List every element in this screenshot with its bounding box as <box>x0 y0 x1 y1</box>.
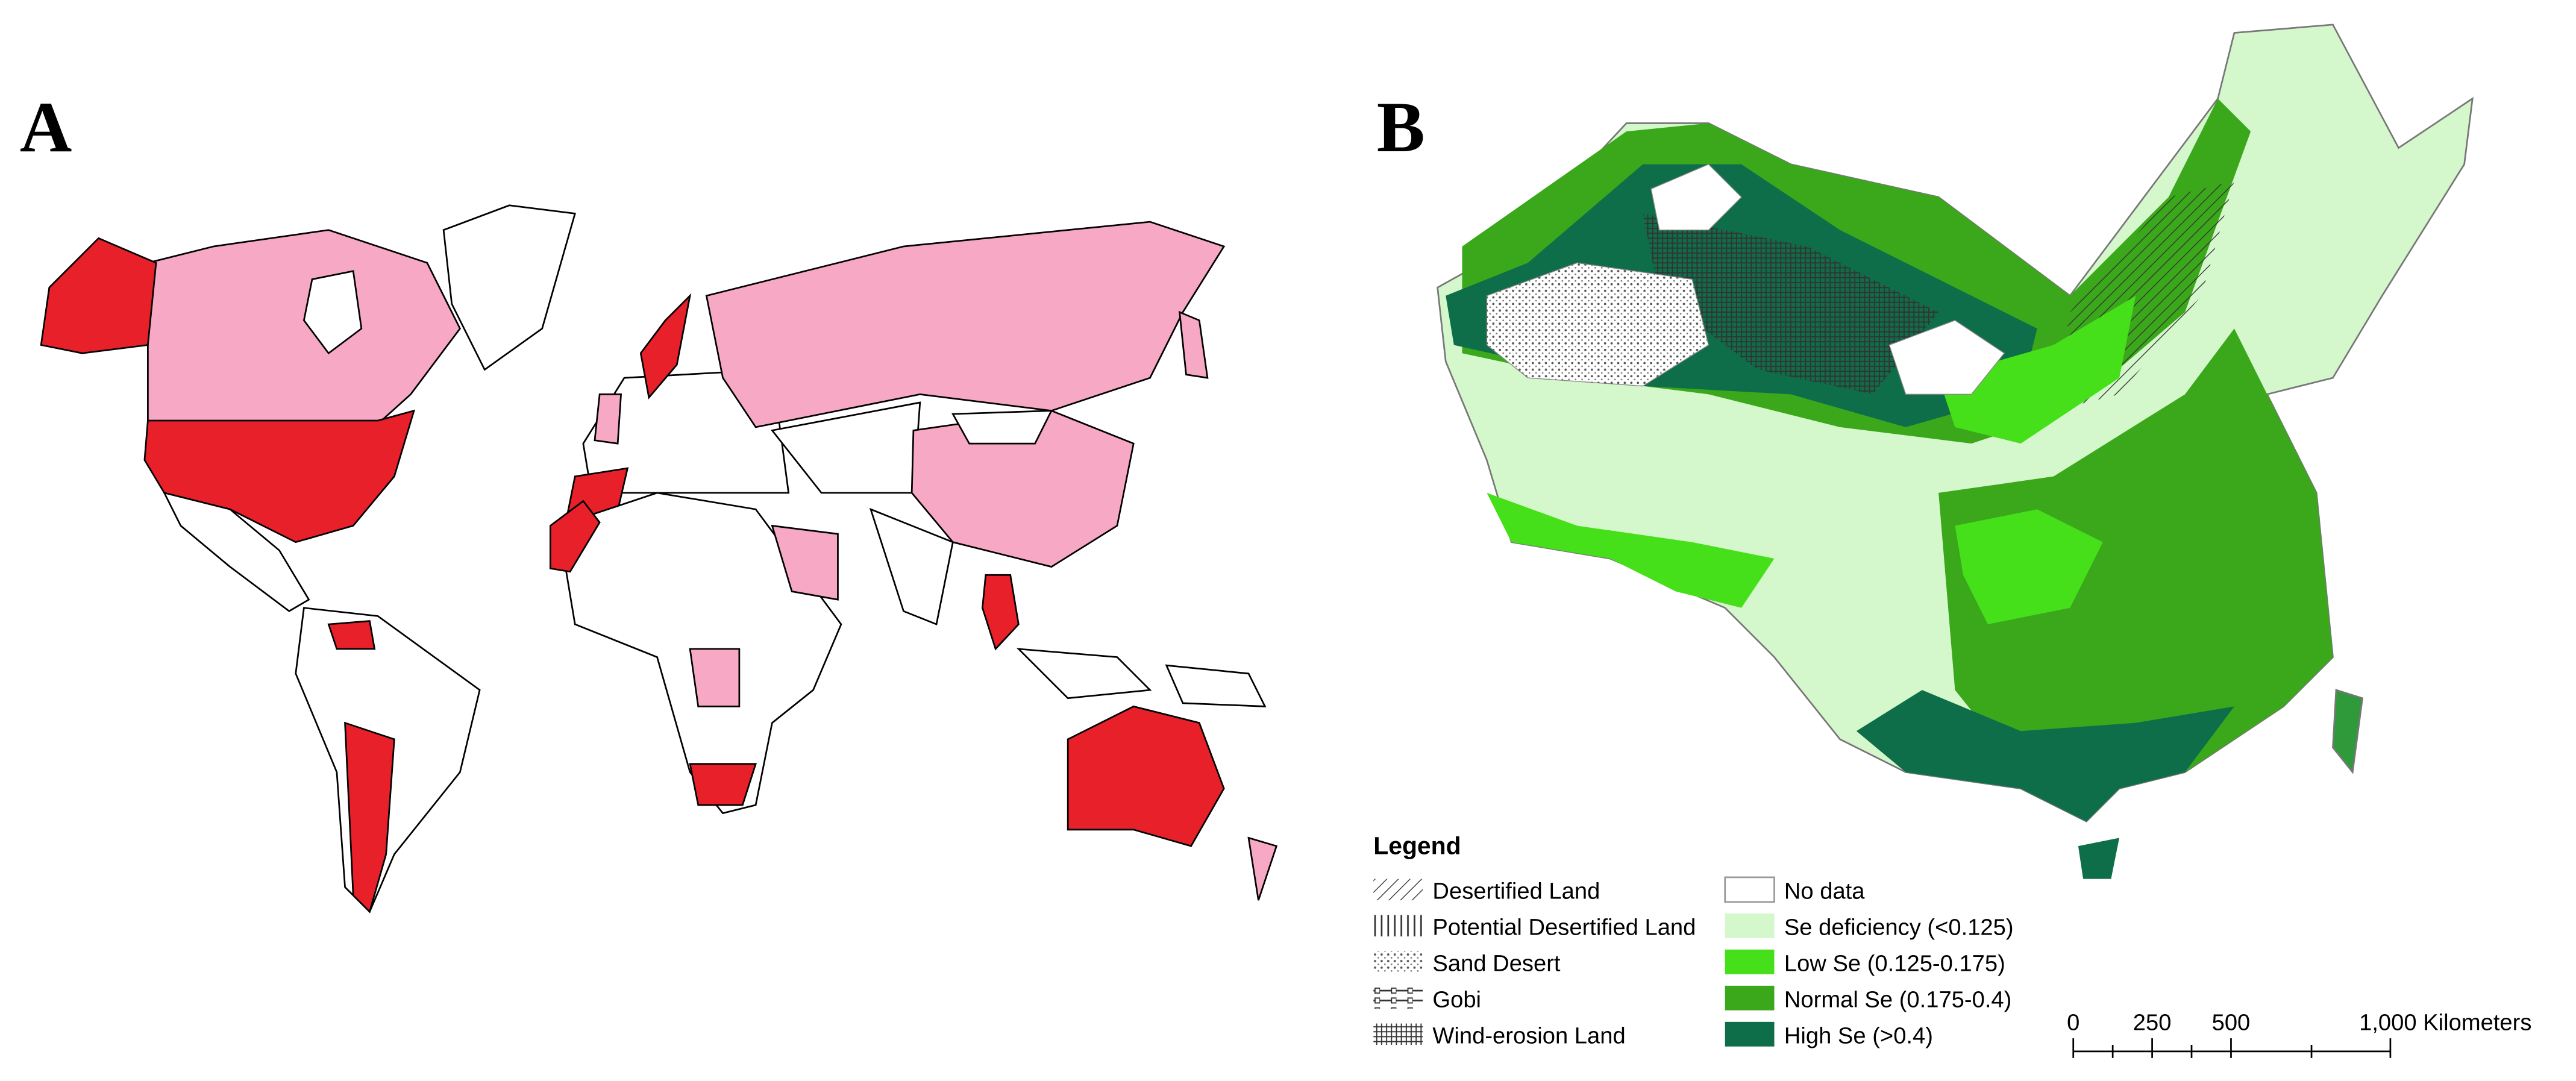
scale-label: 500 <box>2212 1009 2251 1035</box>
legend-item: Normal Se (0.175-0.4) <box>1784 986 2011 1012</box>
legend-item: Se deficiency (<0.125) <box>1784 914 2014 940</box>
legend-item: Sand Desert <box>1432 950 1560 976</box>
legend-item: Wind-erosion Land <box>1432 1023 1625 1048</box>
world-map <box>40 204 1278 913</box>
legend-title: Legend <box>1373 832 1461 860</box>
panel-label: B <box>1377 87 1425 167</box>
scale-label: 250 <box>2133 1009 2172 1035</box>
swatch <box>1724 876 1775 903</box>
china-map <box>1437 24 2474 879</box>
swatch <box>1373 951 1423 973</box>
legend-item: No data <box>1784 878 1865 904</box>
scale-bar <box>2072 1038 2392 1058</box>
legend-item: Low Se (0.125-0.175) <box>1784 950 2005 976</box>
swatch <box>1373 879 1423 901</box>
scale-label: 1,000 Kilometers <box>2359 1009 2531 1035</box>
swatch <box>1725 949 1775 974</box>
legend: Legend Desertified Land Potential Desert… <box>1373 832 2014 1048</box>
swatch <box>1725 985 1775 1010</box>
legend-item: High Se (>0.4) <box>1784 1023 1933 1048</box>
legend-item: Potential Desertified Land <box>1432 914 1696 940</box>
panel-label: A <box>20 87 72 167</box>
swatch <box>1373 915 1423 937</box>
scale-label: 0 <box>2067 1009 2079 1035</box>
legend-item: Desertified Land <box>1432 878 1600 904</box>
swatch <box>1373 1023 1423 1045</box>
swatch <box>1373 987 1423 1009</box>
swatch <box>1725 913 1775 938</box>
legend-item: Gobi <box>1432 986 1481 1012</box>
swatch <box>1725 1021 1775 1047</box>
